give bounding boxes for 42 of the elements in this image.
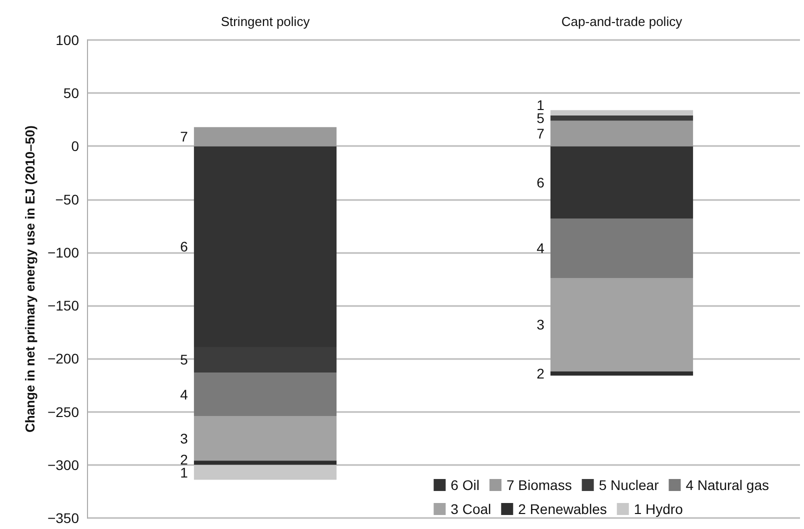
- y-tick-label: −300: [47, 456, 80, 473]
- annotation: 4: [536, 240, 545, 256]
- legend-label: 5 Nuclear: [598, 477, 660, 493]
- bar: [550, 115, 694, 121]
- bar: [194, 464, 337, 480]
- bar: [194, 127, 337, 146]
- bar: [550, 218, 694, 278]
- annotation: 4: [180, 386, 188, 402]
- bar: [550, 278, 694, 372]
- y-tick-label: −250: [47, 404, 80, 420]
- y-axis-title: Change in net primary energy use in EJ (2010–50): [22, 125, 38, 433]
- annotation: 2: [536, 366, 545, 382]
- legend-label: 7 Biomass: [506, 477, 572, 493]
- annotation: 5: [180, 352, 188, 368]
- x-tick-label: Stringent policy: [220, 14, 310, 29]
- annotation: 6: [180, 238, 188, 255]
- annotation: 7: [536, 125, 545, 142]
- y-tick-label: 50: [63, 85, 80, 102]
- bar: [550, 120, 694, 146]
- y-tick-label: 0: [71, 138, 80, 154]
- legend-label: 4 Natural gas: [686, 477, 770, 493]
- x-tick-label: Cap-and-trade policy: [561, 14, 683, 29]
- bar: [194, 372, 337, 416]
- bar: [194, 416, 337, 461]
- annotation: 3: [536, 316, 545, 333]
- bar: [194, 460, 337, 465]
- y-tick-label: −100: [47, 244, 80, 260]
- y-tick-label: −350: [47, 510, 80, 526]
- y-tick-label: −200: [47, 350, 80, 367]
- legend-label: 2 Renewables: [518, 501, 607, 517]
- y-tick-label: −50: [55, 191, 80, 208]
- bar: [550, 146, 694, 218]
- bar: [550, 110, 694, 116]
- legend-label: 1 Hydro: [634, 501, 684, 517]
- legend-label: 3 Coal: [450, 501, 492, 517]
- annotation: 3: [180, 430, 188, 446]
- y-tick-label: −150: [47, 298, 80, 314]
- annotation: 6: [536, 174, 545, 190]
- y-tick-label: 100: [56, 32, 80, 48]
- legend-label: 6 Oil: [450, 477, 480, 493]
- bar: [550, 371, 694, 376]
- annotation: 7: [180, 128, 188, 145]
